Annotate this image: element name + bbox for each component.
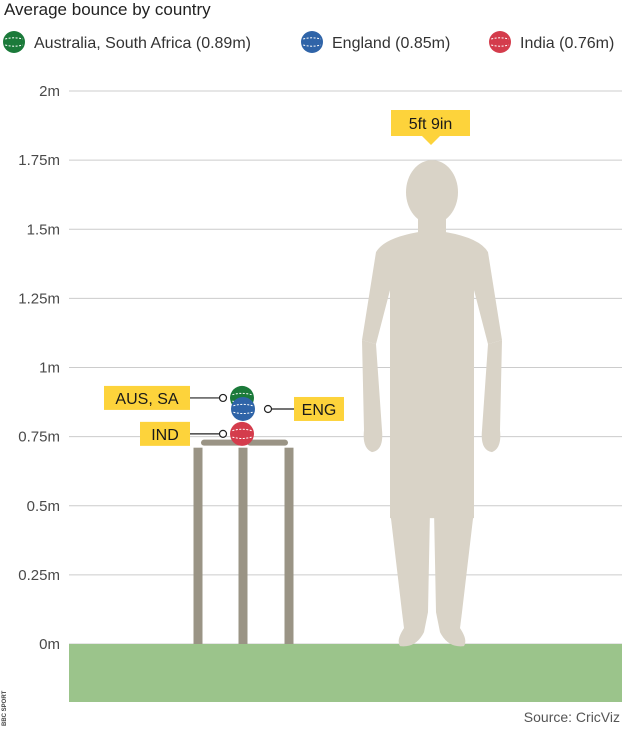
balls: AUS, SA ENG IND <box>104 385 344 446</box>
person-silhouette <box>362 160 502 647</box>
person-height-label: 5ft 9in <box>391 110 470 145</box>
person-left-arm <box>362 340 383 453</box>
cricket-ball-icon <box>230 421 254 446</box>
legend-label: India (0.76m) <box>520 35 614 52</box>
person-left-leg <box>390 510 430 647</box>
callout-dot <box>218 393 228 403</box>
person-torso <box>362 232 502 519</box>
cricket-ball-icon <box>301 31 323 53</box>
stump <box>193 447 203 644</box>
legend-label: England (0.85m) <box>332 35 450 52</box>
height-callout-pointer <box>422 136 440 145</box>
bail <box>201 439 242 446</box>
legend-item: India (0.76m) <box>489 31 614 53</box>
point-label: ENG <box>302 402 337 419</box>
legend: Australia, South Africa (0.89m) England (… <box>3 31 614 53</box>
callout-box <box>140 421 190 446</box>
y-tick-label: 0.25m <box>18 567 60 584</box>
callout-box <box>104 385 190 410</box>
legend-item: Australia, South Africa (0.89m) <box>3 31 251 53</box>
stumps-illustration <box>193 439 294 644</box>
y-tick-label: 2m <box>39 83 60 100</box>
person-right-arm <box>481 340 502 453</box>
data-point: ENG <box>231 396 344 421</box>
y-tick-label: 1.25m <box>18 290 60 307</box>
person-head <box>406 160 458 225</box>
cricket-ball-icon <box>489 31 511 53</box>
brand-mark: BBC SPORT <box>2 690 8 726</box>
grass <box>69 644 622 702</box>
cricket-ball-icon <box>3 31 25 53</box>
callout-dot <box>218 429 228 438</box>
cricket-ball-icon <box>231 396 255 421</box>
stump <box>284 447 294 644</box>
point-label: AUS, SA <box>115 391 178 408</box>
y-tick-label: 1.75m <box>18 152 60 169</box>
y-tick-label: 1.5m <box>27 221 60 238</box>
bail <box>247 439 288 446</box>
person-body <box>362 160 502 647</box>
person-right-leg <box>434 510 474 647</box>
legend-item: England (0.85m) <box>301 31 450 53</box>
point-label: IND <box>151 427 179 444</box>
stump <box>238 447 248 644</box>
chart-title: Average bounce by country <box>4 0 211 19</box>
y-tick-label: 0.5m <box>27 498 60 515</box>
source-note: Source: CricViz <box>524 709 620 725</box>
callout-dot <box>263 404 273 414</box>
y-tick-label: 0.75m <box>18 429 60 446</box>
legend-label: Australia, South Africa (0.89m) <box>34 35 251 52</box>
y-tick-label: 0m <box>39 636 60 653</box>
ground <box>69 644 622 702</box>
grid: 2m 1.75m 1.5m 1.25m 1m 0.75m 0.5m 0.25m 0m <box>18 83 622 653</box>
height-callout-text: 5ft 9in <box>409 116 453 133</box>
y-tick-label: 1m <box>39 360 60 377</box>
height-callout-box <box>391 110 470 136</box>
data-point: IND <box>140 421 254 446</box>
callout-box <box>294 396 344 421</box>
